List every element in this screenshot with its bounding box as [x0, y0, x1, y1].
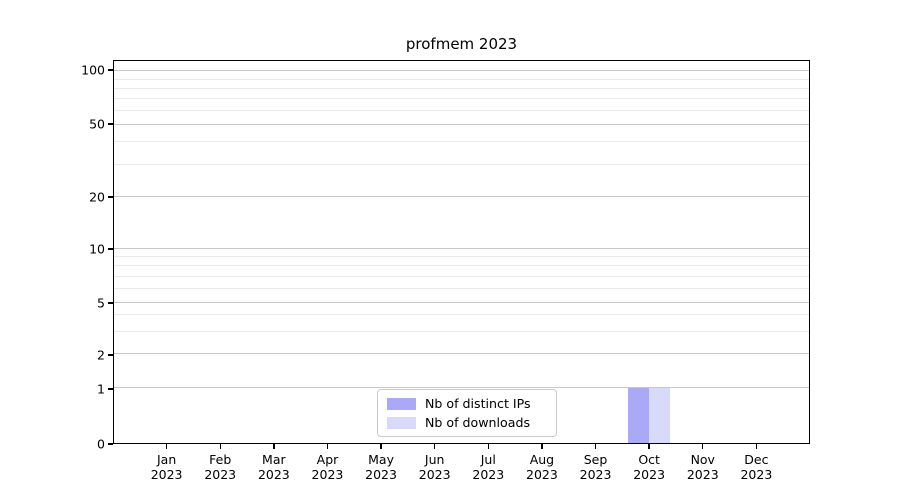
y-tick-mark	[108, 248, 113, 250]
x-tick-label: Apr 2023	[311, 452, 344, 482]
x-tick-mark	[487, 444, 489, 449]
x-tick-mark	[702, 444, 704, 449]
bar-downloads	[648, 388, 670, 443]
x-tick-mark	[380, 444, 382, 449]
x-tick-mark	[755, 444, 758, 449]
y-tick-label: 50	[89, 116, 105, 132]
x-tick-label: Jun 2023	[418, 452, 451, 482]
x-tick-label: Aug 2023	[526, 452, 558, 482]
x-tick-label: May 2023	[365, 452, 397, 482]
major-gridline	[114, 123, 809, 125]
legend: Nb of distinct IPs Nb of downloads	[377, 389, 557, 437]
y-tick-mark	[108, 302, 113, 304]
minor-gridline	[114, 109, 809, 111]
x-tick-mark	[541, 444, 543, 449]
plot-area	[113, 60, 810, 444]
x-tick-label: Oct 2023	[633, 452, 666, 482]
legend-swatch-downloads	[387, 416, 416, 429]
major-gridline	[114, 301, 809, 303]
minor-gridline	[114, 87, 809, 89]
x-tick-label: Jul 2023	[472, 452, 505, 482]
minor-gridline	[114, 164, 809, 166]
legend-item-downloads: Nb of downloads	[387, 414, 547, 430]
y-tick-mark	[108, 388, 113, 390]
minor-gridline	[114, 314, 809, 316]
y-tick-label: 1	[97, 381, 105, 397]
major-gridline	[114, 196, 809, 198]
major-gridline	[114, 353, 809, 355]
bar-distinct-ips	[627, 388, 649, 443]
y-tick-mark	[108, 443, 113, 445]
y-tick-label: 20	[89, 189, 105, 205]
y-tick-mark	[108, 196, 113, 198]
y-tick-mark	[108, 354, 113, 356]
legend-swatch-distinct-ips	[387, 397, 416, 410]
y-tick-label: 0	[97, 436, 105, 452]
y-tick-mark	[108, 123, 113, 125]
y-tick-label: 5	[97, 295, 105, 311]
x-tick-label: Feb 2023	[204, 452, 237, 482]
minor-gridline	[114, 256, 809, 258]
x-tick-mark	[648, 444, 650, 449]
x-tick-label: Jan 2023	[150, 452, 183, 482]
x-tick-label: Sep 2023	[579, 452, 612, 482]
legend-label-downloads: Nb of downloads	[425, 414, 531, 430]
major-gridline	[114, 69, 809, 71]
minor-gridline	[114, 330, 809, 332]
chart-title: profmem 2023	[405, 35, 518, 53]
x-tick-mark	[433, 444, 436, 449]
minor-gridline	[114, 78, 809, 80]
x-tick-mark	[326, 444, 329, 449]
minor-gridline	[114, 275, 809, 277]
x-tick-mark	[273, 444, 275, 449]
x-tick-mark	[219, 444, 221, 449]
x-tick-label: Mar 2023	[257, 452, 290, 482]
x-tick-mark	[594, 444, 597, 449]
y-tick-mark	[108, 69, 113, 71]
x-tick-mark	[165, 444, 168, 449]
x-tick-label: Nov 2023	[686, 452, 719, 482]
x-tick-label: Dec 2023	[740, 452, 773, 482]
minor-gridline	[114, 97, 809, 99]
major-gridline	[114, 248, 809, 250]
y-tick-label: 10	[89, 241, 105, 257]
legend-label-distinct-ips: Nb of distinct IPs	[425, 395, 531, 411]
minor-gridline	[114, 265, 809, 267]
minor-gridline	[114, 141, 809, 143]
minor-gridline	[114, 287, 809, 289]
y-tick-label: 2	[97, 347, 105, 363]
legend-item-distinct-ips: Nb of distinct IPs	[387, 395, 547, 411]
y-tick-label: 100	[81, 62, 105, 78]
